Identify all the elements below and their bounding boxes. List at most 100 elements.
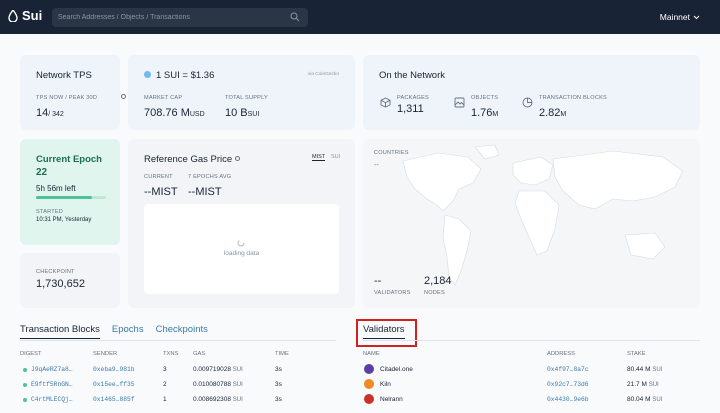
tx-blocks-label: TRANSACTION BLOCKS [539,95,607,101]
txns-count: 2 [163,381,167,388]
validator-address[interactable]: 0x4430…9e6b [547,396,589,403]
epoch-started-value: 10:31 PM, Yesterday [36,217,92,223]
gas-title: Reference Gas Price [144,154,233,165]
chevron-down-icon [693,15,700,19]
gas-current-value: -- [144,186,152,198]
countries-value: -- [374,162,379,169]
validators-value: -- [374,275,382,287]
tps-card: Network TPS TPS NOW / PEAK 30D 14/ 342 [20,55,126,130]
validator-name[interactable]: Nelrann [380,396,403,403]
network-stats-card: On the Network PACKAGES 1,311 OBJECTS 1.… [363,55,700,130]
network-label: Mainnet [659,12,690,22]
gas-price-card: Reference Gas Price MIST SUI CURRENT --M… [128,139,355,308]
gas-unit: SUI [232,367,243,373]
supply-unit: SUI [247,111,260,118]
tps-info-icon [121,94,126,99]
validator-map-card: COUNTRIES -- -- VALIDATORS 2,184 NODES [363,139,700,308]
gas-toggle-mist[interactable]: MIST [312,154,326,161]
search-input[interactable] [52,14,282,21]
packages-label: PACKAGES [397,95,429,101]
epoch-card[interactable]: Current Epoch 22 5h 56m left STARTED 10:… [20,139,120,245]
validator-logo-icon [364,364,374,374]
price-source: via CoinGecko [307,72,339,77]
tabs-divider [20,340,336,341]
txns-count: 1 [163,396,167,403]
tab-transaction-blocks[interactable]: Transaction Blocks [20,324,100,339]
validator-name[interactable]: Kiln [380,381,391,388]
success-status-icon [23,398,27,402]
countries-label: COUNTRIES [374,150,409,156]
digest-link[interactable]: J9qAeRZ7a8… [31,366,73,373]
time-value: 3s [275,396,282,403]
time-value: 3s [275,366,282,373]
col-sender: SENDER [93,351,118,357]
tab-validators[interactable]: Validators [363,324,405,339]
tps-peak: / 342 [48,111,64,118]
market-cap-unit: USD [189,111,205,118]
sui-logo[interactable]: Sui [8,8,42,23]
gas-value: 0.009719028 [193,366,231,373]
checkpoint-card[interactable]: CHECKPOINT 1,730,652 [20,253,120,308]
digest-link[interactable]: C4rtMLECQj… [31,396,73,403]
epoch-title: Current Epoch [36,154,102,165]
digest-link[interactable]: E9ftf5RnGN… [31,381,73,388]
epoch-number: 22 [36,167,48,178]
gas-chart-area: loading data [144,204,339,294]
checkpoint-value: 1,730,652 [36,278,85,290]
top-bar: Sui Mainnet [0,0,720,34]
time-value: 3s [275,381,282,388]
sender-link[interactable]: 0x15ee…ff35 [93,381,135,388]
col-address: ADDRESS [547,351,576,357]
validators-map-label: VALIDATORS [374,290,411,296]
checkpoint-label: CHECKPOINT [36,269,75,275]
stake-value: 80.04 M [627,396,651,403]
col-stake: STAKE [627,351,646,357]
spinner-icon [237,239,245,247]
package-icon [380,97,391,108]
price-card: 1 SUI = $1.36 via CoinGecko MARKET CAP 7… [128,55,355,130]
supply-value: 10 B [225,107,248,119]
network-selector[interactable]: Mainnet [660,12,700,22]
tab-epochs[interactable]: Epochs [111,324,144,335]
tx-blocks-value: 2.82 [539,107,561,119]
search-bar[interactable] [52,8,308,27]
gas-avg-label: 7 EPOCHS AVG [188,174,232,180]
image-icon [454,97,465,108]
gas-value: 0.010080788 [193,381,231,388]
search-icon[interactable] [290,12,300,22]
tps-title: Network TPS [36,70,92,81]
validator-address[interactable]: 0x4f97…8a7c [547,366,589,373]
validator-logo-icon [364,394,374,404]
tab-checkpoints[interactable]: Checkpoints [155,324,208,335]
activity-tabs: Transaction Blocks Epochs Checkpoints [20,324,208,339]
stake-value: 80.44 M [627,366,651,373]
gas-unit: SUI [232,397,243,403]
tx-blocks-unit: M [560,111,567,118]
epoch-progress-track [36,196,106,199]
market-cap-label: MARKET CAP [144,95,183,101]
objects-value: 1.76 [471,107,493,119]
col-digest: DIGEST [20,351,42,357]
epoch-progress-fill [36,196,92,199]
sender-link[interactable]: 0xeba9…981b [93,366,135,373]
logo-text: Sui [22,8,43,23]
validator-address[interactable]: 0x92c7…73d6 [547,381,589,388]
gas-current-unit: MIST [151,186,178,198]
market-cap-value: 708.76 M [144,107,190,119]
stake-unit: SUI [648,382,659,388]
pie-chart-icon [522,97,533,108]
gas-avg-value: -- [188,186,196,198]
epoch-time-left: 5h 56m left [36,184,76,193]
network-stats-title: On the Network [379,70,445,81]
stake-value: 21.7 M [627,381,647,388]
validator-name[interactable]: Citadel.one [380,366,413,373]
gas-unit: SUI [232,382,243,388]
gas-avg-unit: MIST [195,186,222,198]
supply-label: TOTAL SUPPLY [225,95,268,101]
validators-tab-highlight [356,319,417,347]
sender-link[interactable]: 0x1465…885f [93,396,135,403]
col-name: NAME [363,351,380,357]
validator-logo-icon [364,379,374,389]
gas-value: 0.008692308 [193,396,231,403]
gas-toggle-sui[interactable]: SUI [331,154,341,160]
